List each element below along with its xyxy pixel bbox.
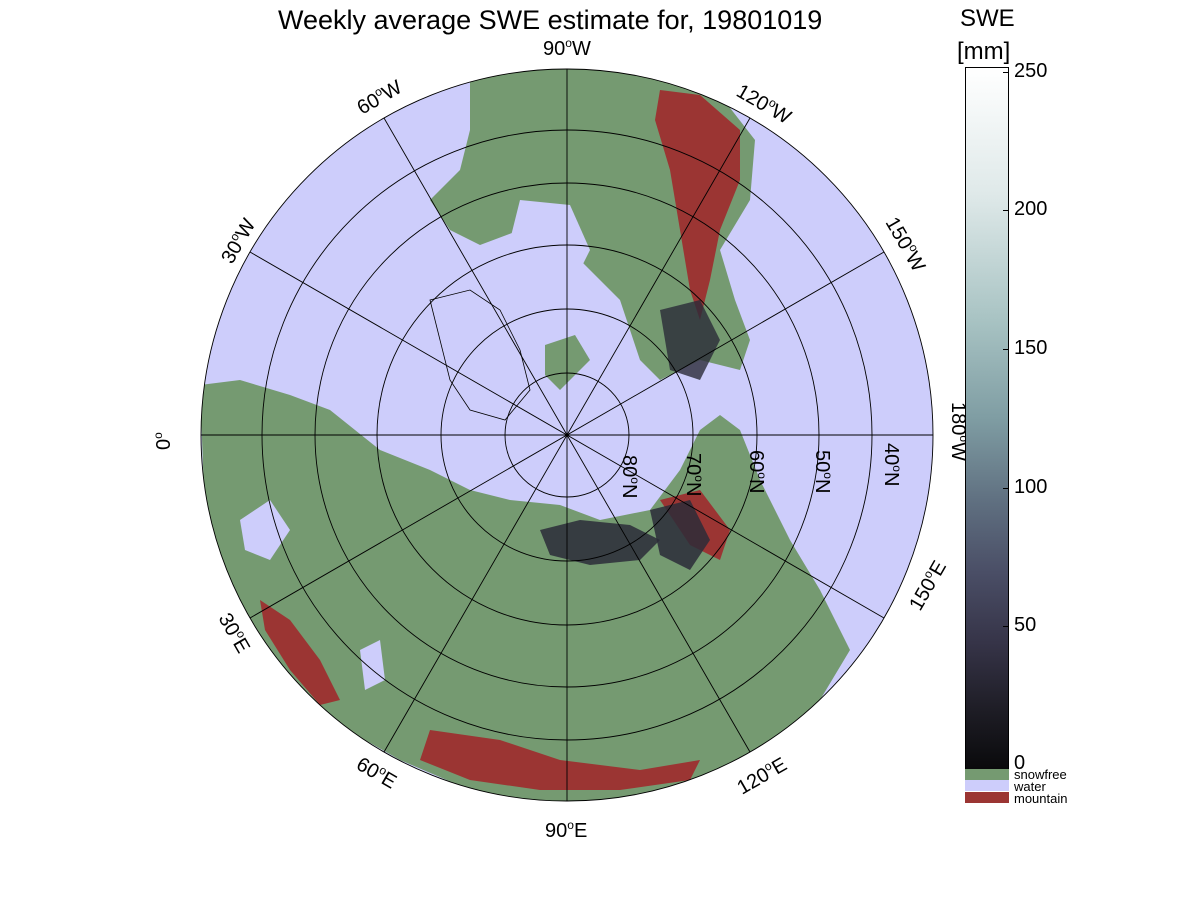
colorbar-tick-mark <box>1003 349 1009 350</box>
legend-label-water: water <box>1014 779 1046 794</box>
lon-label-90w: 90oW <box>543 36 591 60</box>
hudson-bay <box>510 200 590 290</box>
colorbar-tick-label: 100 <box>1014 476 1048 498</box>
colorbar-unit: [mm] <box>957 38 1011 65</box>
legend-swatch-snowfree <box>965 769 1009 780</box>
greenland-outline <box>429 289 531 421</box>
colorbar-tick-mark <box>1003 626 1009 627</box>
colorbar-title: SWE <box>960 5 1015 32</box>
swe-colorbar <box>965 67 1009 770</box>
colorbar-tick-mark <box>1003 488 1009 489</box>
map-title: Weekly average SWE estimate for, 1980101… <box>278 5 823 35</box>
lon-label-90e: 90oE <box>545 818 587 842</box>
colorbar-tick-mark <box>1003 72 1009 73</box>
caspian-sea <box>360 640 385 690</box>
colorbar-tick-label: 250 <box>1014 60 1048 82</box>
lat-label-80n: 80oN <box>618 455 642 498</box>
latitude-labels: 80oN 70oN 60oN 50oN 40oN <box>618 443 904 498</box>
european-mountains <box>260 600 340 705</box>
lon-label-120e: 120oE <box>733 752 791 799</box>
colorbar-tick-label: 200 <box>1014 198 1048 220</box>
graticule <box>200 68 934 802</box>
lat-label-40n: 40oN <box>880 443 904 486</box>
colorbar-tick-label: 0 <box>1014 752 1026 774</box>
lat-label-70n: 70oN <box>682 453 706 496</box>
asian-mountains <box>420 730 700 790</box>
lon-label-0: 0o <box>151 432 175 450</box>
meridian-150w-30e <box>249 251 885 619</box>
colorbar-tick-label: 150 <box>1014 337 1048 359</box>
snow-cover-alaska <box>660 300 720 380</box>
baltic-sea <box>240 500 290 560</box>
lon-label-150e: 150oE <box>904 556 951 614</box>
legend-label-snowfree: snowfree <box>1014 767 1067 782</box>
rocky-mountains <box>655 90 740 320</box>
lon-label-180w: 180oW <box>947 402 971 461</box>
lat-label-60n: 60oN <box>745 450 769 493</box>
colorbar-tick-label: 50 <box>1014 614 1037 636</box>
arctic-islands <box>545 335 590 390</box>
lat-label-50n: 50oN <box>811 450 835 493</box>
snow-cover-east-siberia <box>650 500 710 570</box>
colorbar-tick-mark <box>1003 210 1009 211</box>
legend-label-mountain: mountain <box>1014 791 1068 806</box>
legend-swatch-mountain <box>965 792 1009 803</box>
eurasia-landmass <box>201 380 850 801</box>
snow-cover-siberia <box>540 520 660 565</box>
legend-swatch-water <box>965 780 1009 791</box>
